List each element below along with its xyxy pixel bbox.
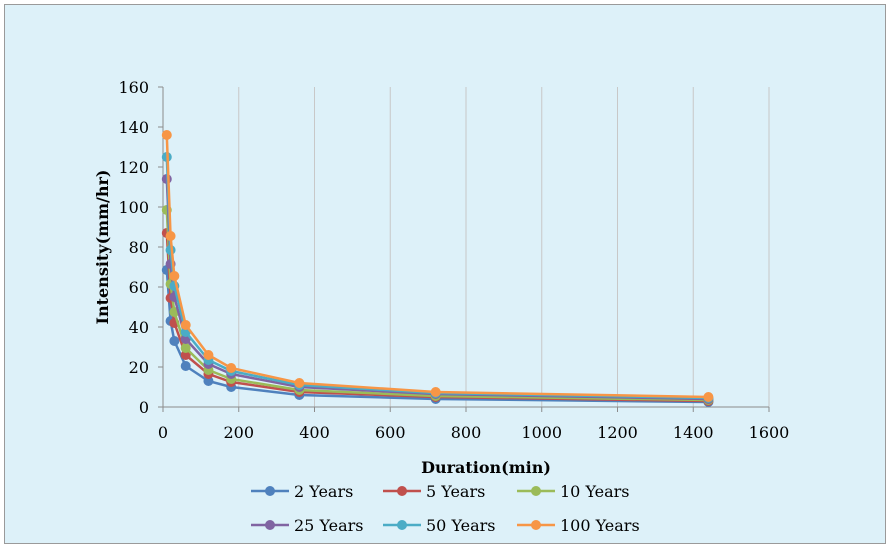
series-50-years bbox=[161, 152, 714, 403]
x-tick-label: 800 bbox=[451, 423, 482, 442]
legend-item: 25 Years bbox=[251, 516, 363, 535]
x-tick-label: 1600 bbox=[749, 423, 790, 442]
x-tick-label: 1400 bbox=[673, 423, 714, 442]
y-tick-label: 160 bbox=[118, 78, 149, 97]
y-tick-label: 120 bbox=[118, 158, 149, 177]
data-point bbox=[203, 350, 214, 360]
series-line bbox=[165, 232, 709, 403]
legend-swatch-marker bbox=[531, 486, 541, 496]
y-tick-label: 80 bbox=[129, 238, 149, 257]
data-point bbox=[294, 378, 305, 388]
legend-swatch-marker bbox=[531, 520, 541, 530]
data-point bbox=[165, 231, 176, 241]
x-tick-label: 1200 bbox=[597, 423, 638, 442]
axes bbox=[158, 86, 770, 412]
legend-item: 100 Years bbox=[517, 516, 640, 535]
y-tick-label: 0 bbox=[139, 398, 149, 417]
series-line bbox=[165, 156, 709, 400]
legend-item: 10 Years bbox=[517, 482, 629, 501]
data-point bbox=[180, 343, 191, 353]
series-5-years bbox=[161, 228, 714, 406]
legend-swatch-marker bbox=[265, 486, 275, 496]
series-line bbox=[165, 134, 709, 399]
data-point bbox=[180, 350, 191, 360]
legend-item: 50 Years bbox=[383, 516, 495, 535]
data-point bbox=[226, 363, 237, 373]
x-tick-label: 600 bbox=[375, 423, 406, 442]
legend-label: 100 Years bbox=[560, 516, 640, 535]
y-axis-title: Intensity(mm/hr) bbox=[93, 170, 112, 325]
legend-item: 2 Years bbox=[251, 482, 353, 501]
data-point bbox=[169, 271, 180, 281]
series-2-years bbox=[161, 265, 714, 407]
legend-label: 25 Years bbox=[294, 516, 363, 535]
x-tick-label: 200 bbox=[223, 423, 254, 442]
y-tick-label: 100 bbox=[118, 198, 149, 217]
series-100-years bbox=[161, 130, 714, 402]
x-tick-label: 0 bbox=[158, 423, 168, 442]
series-layer bbox=[161, 130, 714, 407]
legend-label: 50 Years bbox=[426, 516, 495, 535]
y-tick-label: 140 bbox=[118, 118, 149, 137]
series-line bbox=[165, 178, 709, 401]
legend-item: 5 Years bbox=[383, 482, 485, 501]
data-point bbox=[169, 336, 180, 346]
data-point bbox=[180, 320, 191, 330]
y-tick-label: 20 bbox=[129, 358, 149, 377]
legend-swatch-marker bbox=[397, 520, 407, 530]
chart-frame: 0 20 40 60 80 100 120 140 160 0 200 400 600 800 1000 12… bbox=[4, 4, 886, 544]
legend-swatch-marker bbox=[265, 520, 275, 530]
data-point bbox=[203, 376, 214, 386]
data-point bbox=[703, 392, 714, 402]
x-tick-label: 1000 bbox=[521, 423, 562, 442]
x-tick-label: 400 bbox=[299, 423, 330, 442]
y-tick-label: 60 bbox=[129, 278, 149, 297]
data-point bbox=[180, 361, 191, 371]
series-25-years bbox=[161, 174, 714, 404]
legend-label: 10 Years bbox=[560, 482, 629, 501]
data-point bbox=[430, 387, 441, 397]
data-point bbox=[161, 130, 172, 140]
y-tick-label: 40 bbox=[129, 318, 149, 337]
x-axis-title: Duration(min) bbox=[421, 458, 551, 477]
grid-lines bbox=[238, 87, 770, 407]
legend-label: 2 Years bbox=[294, 482, 353, 501]
legend: 2 Years 5 Years 10 Years 25 Years 50 Years 10… bbox=[251, 482, 640, 535]
legend-swatch-marker bbox=[397, 486, 407, 496]
legend-label: 5 Years bbox=[426, 482, 485, 501]
